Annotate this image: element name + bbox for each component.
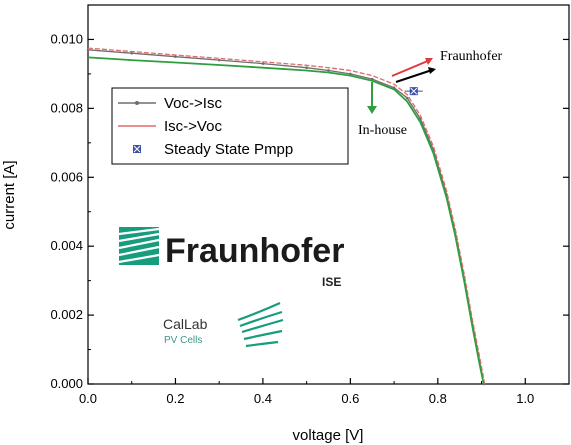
y-axis: 0.000 0.002 0.004 0.006 0.008 0.010	[50, 4, 94, 391]
series-point	[327, 69, 330, 72]
legend-item-isc-voc: Isc->Voc	[118, 118, 222, 135]
legend-label-voc-isc: Voc->Isc	[164, 95, 222, 112]
pmpp-marker-cross	[410, 87, 418, 95]
legend-label-isc-voc: Isc->Voc	[164, 118, 222, 135]
series-point	[405, 96, 409, 100]
arrow-red	[391, 59, 431, 77]
series-point	[217, 58, 221, 62]
logo-sub-text: ISE	[322, 275, 341, 289]
series-point	[174, 55, 177, 58]
legend: Voc->Isc Isc->Voc Steady State Pmpp	[111, 87, 349, 165]
inhouse-arrow	[367, 82, 377, 114]
fraunhofer-logo-icon	[118, 227, 160, 265]
x-axis-title: voltage [V]	[293, 427, 364, 444]
series-point	[261, 62, 265, 65]
x-tick-label: 0.0	[79, 391, 97, 406]
x-tick-label: 0.2	[166, 391, 184, 406]
series-point	[305, 66, 308, 70]
x-tick-label: 0.4	[254, 391, 272, 406]
x-tick-label: 0.8	[429, 391, 447, 406]
arrow-red-head	[425, 58, 433, 65]
y-tick-label: 0.008	[50, 100, 83, 115]
right-axis-ticks	[563, 38, 569, 385]
plot-frame	[87, 4, 570, 385]
series-line-in-house	[87, 56, 485, 385]
legend-item-steady-state: Steady State Pmpp	[133, 141, 293, 158]
annotation-fraunhofer: Fraunhofer	[440, 49, 503, 64]
series-point	[86, 48, 90, 52]
callab-swoosh-icon	[237, 301, 284, 348]
series-point	[130, 51, 134, 55]
fraunhofer-arrows	[391, 58, 436, 83]
x-axis: 0.0 0.2 0.4 0.6 0.8 1.0	[79, 378, 534, 406]
y-tick-label: 0.010	[50, 31, 83, 46]
legend-item-voc-isc: Voc->Isc	[118, 95, 222, 112]
x-tick-label: 0.6	[341, 391, 359, 406]
arrow-black	[395, 69, 433, 83]
y-tick-label: 0.000	[50, 376, 83, 391]
arrow-green-head	[367, 106, 377, 114]
points-layer	[404, 87, 423, 96]
annotation-in-house: In-house	[358, 123, 407, 138]
y-tick-label: 0.006	[50, 169, 83, 184]
y-tick-label: 0.002	[50, 307, 83, 322]
y-axis-title: current [A]	[1, 160, 18, 229]
series-layer	[86, 47, 486, 386]
logo-callab-text: CalLab	[163, 316, 208, 332]
legend-label-steady-state: Steady State Pmpp	[164, 141, 293, 158]
logo-brand-text: Fraunhofer	[165, 232, 344, 270]
series-point	[349, 72, 352, 76]
series-line-isc-voc	[87, 47, 486, 385]
arrow-black-head	[428, 67, 436, 74]
logo-pv-text: PV Cells	[164, 335, 202, 346]
x-tick-label: 1.0	[516, 391, 534, 406]
fraunhofer-logo: Fraunhofer ISE CalLab PV Cells	[118, 227, 344, 348]
y-tick-label: 0.004	[50, 238, 83, 253]
